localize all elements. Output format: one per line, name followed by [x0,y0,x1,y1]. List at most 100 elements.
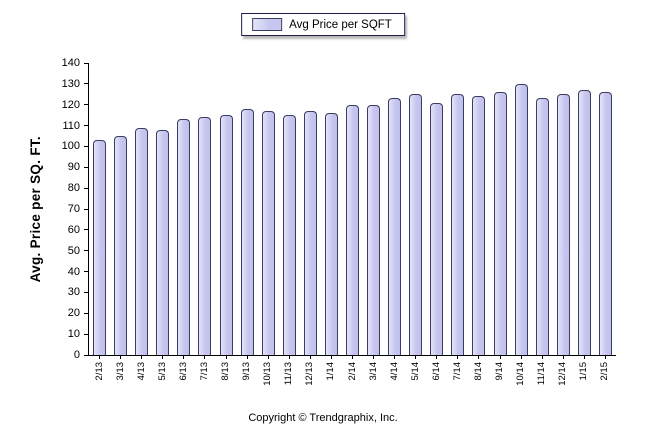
y-tick-130 [84,83,89,85]
x-tick-2/14 [352,355,353,359]
y-tick-40 [84,271,89,273]
y-axis-label-40: 40 [67,265,80,278]
x-tick-6/14 [436,355,438,359]
x-axis-label-2/13: 2/13 [93,362,105,381]
x-axis-label-10/14: 10/14 [515,362,527,386]
x-axis-label-10/13: 10/13 [262,362,274,386]
x-tick-5/13 [162,355,164,359]
y-tick-120 [84,104,89,106]
y-tick-30 [84,291,89,293]
x-tick-10/14 [520,355,522,359]
x-tick-11/13 [288,355,290,359]
bar-5/13 [156,129,170,355]
y-tick-140 [84,62,89,64]
x-axis-label-12/13: 12/13 [304,362,316,386]
x-axis-label-6/14: 6/14 [430,362,442,381]
y-axis-title-wrap: Avg. Price per SQ. FT. [28,63,43,355]
y-axis-label-70: 70 [67,203,80,215]
bar-5/14 [409,94,423,355]
bar-12/14 [556,94,570,355]
y-axis-label-50: 50 [67,244,80,257]
x-axis-label-4/14: 4/14 [388,362,400,381]
x-axis-label-3/14: 3/14 [367,362,379,381]
bar-9/14 [493,92,507,355]
y-tick-80 [84,187,89,189]
bar-4/13 [135,127,149,355]
legend-swatch-icon [252,18,283,31]
x-axis-label-7/14: 7/14 [451,362,463,381]
x-axis-label-3/13: 3/13 [114,362,126,381]
y-axis-title: Avg. Price per SQ. FT. [28,135,43,283]
x-axis-label-12/14: 12/14 [557,362,569,386]
bar-1/15 [577,90,591,355]
x-tick-3/13 [120,355,122,359]
bar-11/14 [535,98,549,355]
x-axis-label-9/14: 9/14 [494,362,506,381]
y-axis-label-130: 130 [61,77,80,90]
x-axis-label-8/14: 8/14 [472,362,484,381]
x-axis-label-11/14: 11/14 [536,362,548,386]
x-tick-9/13 [246,355,248,359]
x-axis-label-7/13: 7/13 [198,362,210,381]
y-axis-label-80: 80 [67,182,80,195]
x-tick-11/14 [541,355,543,359]
bar-1/14 [324,113,338,355]
y-axis-label-110: 110 [62,119,80,132]
x-tick-3/14 [373,355,375,359]
x-tick-2/15 [604,355,606,359]
x-tick-4/13 [141,355,143,359]
bar-6/14 [430,102,444,355]
x-axis-label-9/13: 9/13 [241,362,253,381]
x-tick-8/14 [478,355,480,359]
x-axis-label-11/13: 11/13 [283,362,295,386]
y-tick-60 [84,229,89,231]
x-tick-1/15 [583,355,585,359]
x-axis-label-4/13: 4/13 [135,362,147,381]
bar-2/14 [346,104,359,355]
y-tick-10 [84,333,89,335]
bar-6/13 [177,119,191,355]
y-tick-90 [84,166,89,168]
x-tick-6/13 [183,355,185,359]
x-axis-label-1/14: 1/14 [325,362,337,381]
x-axis-label-2/15: 2/15 [599,362,611,381]
x-tick-7/14 [457,355,459,359]
x-axis-label-1/15: 1/15 [578,362,590,381]
bar-3/13 [114,136,128,355]
x-tick-8/13 [225,355,227,359]
bar-4/14 [388,98,402,355]
x-axis-label-5/14: 5/14 [409,362,421,381]
x-tick-1/14 [330,355,332,359]
bar-8/13 [219,115,233,355]
x-axis-label-8/13: 8/13 [220,362,232,381]
copyright-text: Copyright © Trendgraphix, Inc. [248,412,398,424]
bar-11/13 [282,115,296,355]
x-tick-4/14 [394,355,396,359]
y-axis-label-90: 90 [67,161,80,174]
y-tick-20 [84,312,89,314]
bar-7/14 [451,94,465,355]
y-axis-label-30: 30 [67,286,80,299]
plot-area: 2/13 3/13 4/13 5/13 6/13 7/13 8/13 9/13 10/13 11/… [62,57,616,386]
bar-9/13 [240,108,254,355]
legend: Avg Price per SQFT [241,13,405,36]
y-axis-label-20: 20 [67,307,80,320]
bar-2/15 [598,92,612,355]
bar-12/13 [303,110,317,355]
y-tick-0 [84,354,89,356]
y-tick-70 [84,208,89,210]
x-tick-12/14 [562,355,564,359]
x-tick-5/14 [415,355,417,359]
bar-7/13 [198,117,212,355]
y-axis-label-60: 60 [67,223,80,236]
bar-10/14 [514,83,528,355]
y-tick-100 [84,145,89,147]
x-axis-label-6/13: 6/13 [177,362,189,381]
y-tick-50 [84,250,89,252]
y-axis-label-10: 10 [67,328,80,341]
x-tick-10/13 [267,355,269,359]
x-axis-label-5/13: 5/13 [156,362,168,381]
bar-10/13 [261,110,275,355]
y-axis-label-0: 0 [73,349,80,361]
